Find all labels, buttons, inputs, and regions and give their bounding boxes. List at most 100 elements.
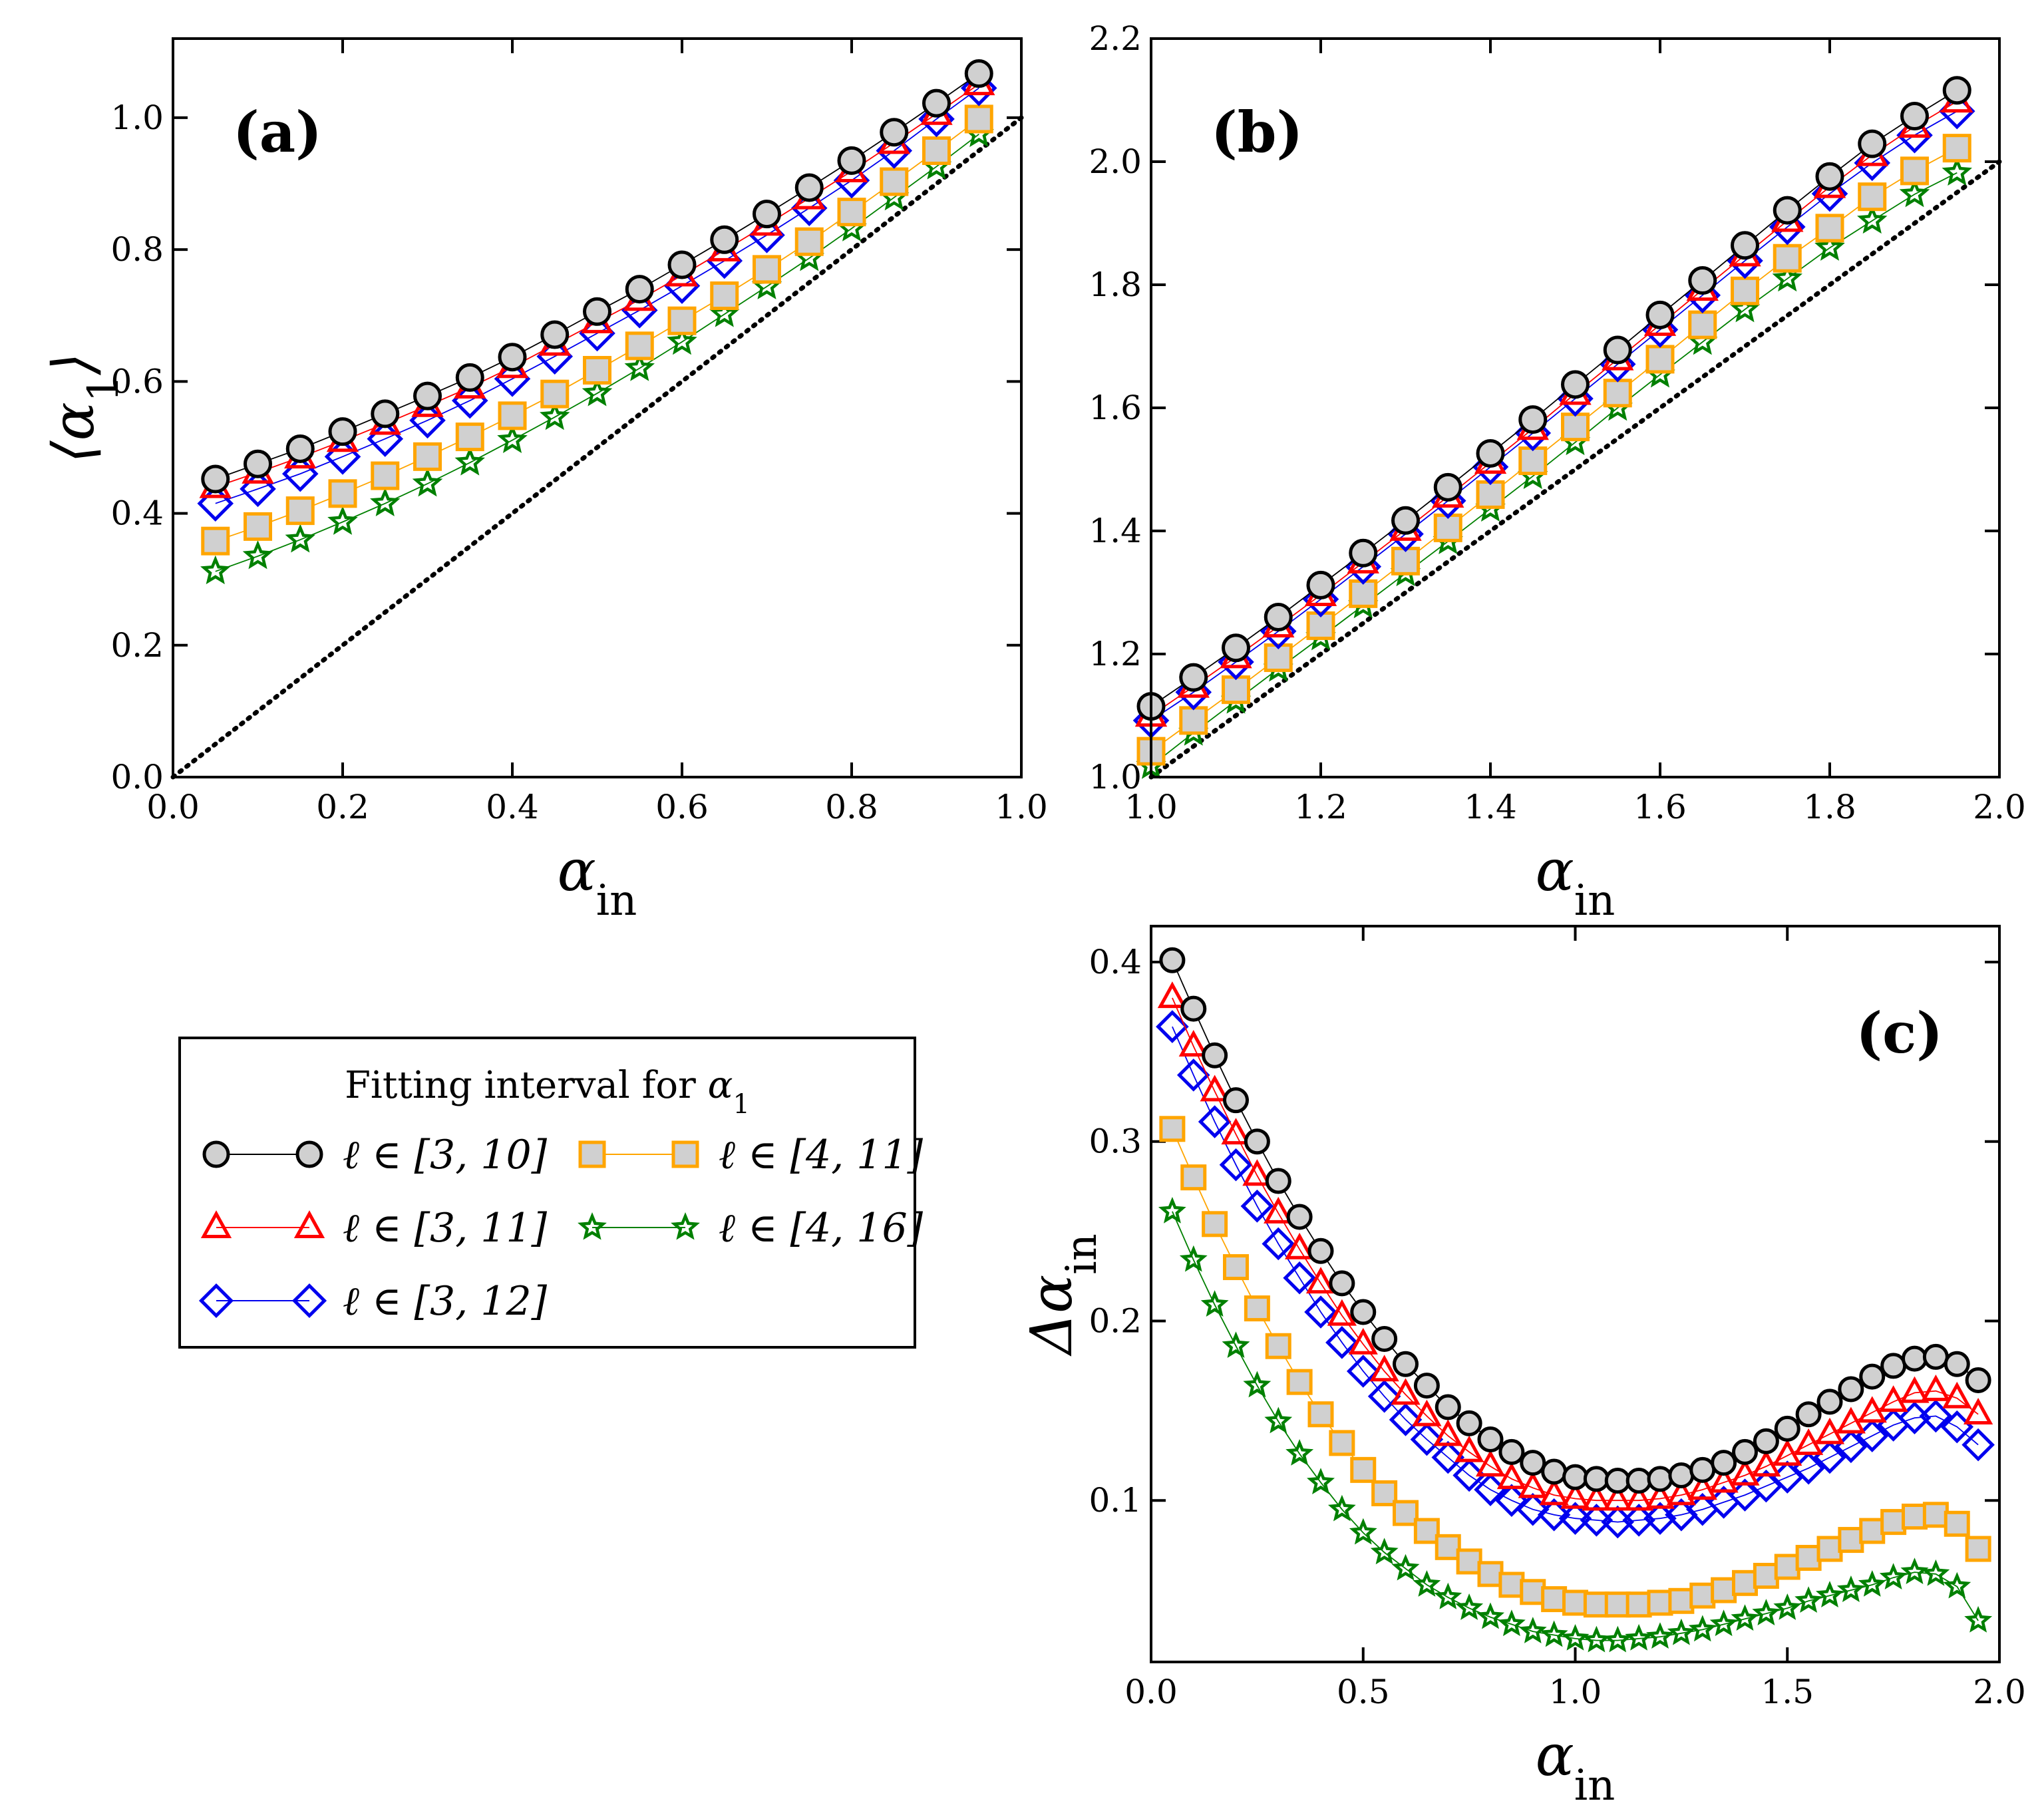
data-point — [1625, 1591, 1652, 1618]
data-point — [1647, 1466, 1673, 1492]
data-point — [1518, 1471, 1548, 1498]
data-point — [1769, 208, 1806, 246]
data-point — [1561, 412, 1590, 442]
y-tick-label: 1.8 — [1089, 265, 1142, 304]
series-square — [1136, 134, 1971, 766]
data-point — [667, 250, 697, 279]
data-point — [1900, 1376, 1930, 1403]
series-line — [215, 87, 979, 504]
data-point — [1456, 1410, 1482, 1436]
data-point — [1413, 1570, 1441, 1597]
data-point — [1815, 162, 1844, 191]
data-point — [1814, 1417, 1845, 1444]
data-point — [1731, 1604, 1759, 1631]
data-point — [837, 198, 866, 227]
x-tick-label: 0.4 — [486, 788, 539, 826]
x-tick-label: 0.0 — [146, 788, 200, 826]
y-axis-label-text: ⟨α1⟩ — [41, 353, 128, 463]
data-point — [1431, 1440, 1465, 1474]
data-point — [1604, 1625, 1632, 1653]
x-tick-label: 1.4 — [1464, 788, 1517, 826]
data-point — [1773, 196, 1802, 225]
data-point — [1349, 1518, 1377, 1545]
data-point — [880, 118, 909, 147]
x-tick-label: 1.8 — [1803, 788, 1856, 826]
data-point — [1475, 1450, 1506, 1477]
data-point — [1393, 1351, 1419, 1377]
data-point — [1921, 1374, 1951, 1401]
data-point — [1477, 1561, 1504, 1587]
y-axis-label: ⟨α1⟩ — [41, 353, 128, 463]
data-point — [540, 320, 570, 349]
data-point — [1286, 1369, 1313, 1395]
data-point — [498, 343, 527, 372]
data-point — [1729, 293, 1761, 323]
data-point — [244, 449, 272, 478]
y-tick-label: 0.8 — [110, 230, 164, 269]
data-point — [1541, 1458, 1568, 1485]
y-tick-label: 1.4 — [1089, 512, 1142, 550]
data-point — [1286, 1204, 1313, 1230]
data-point — [1727, 242, 1763, 279]
legend-entry: ℓ ∈ [3, 12] — [198, 1278, 548, 1325]
x-tick-label: 0.0 — [1124, 1673, 1178, 1711]
y-tick-label: 1.6 — [1089, 389, 1142, 427]
data-point — [1159, 947, 1186, 973]
legend-title-symbol: α — [708, 1064, 733, 1107]
series-square — [201, 104, 993, 556]
data-point — [1329, 1270, 1355, 1297]
data-point — [1202, 1042, 1228, 1069]
data-point — [497, 424, 528, 453]
series-line — [215, 133, 979, 572]
data-point — [1435, 1394, 1461, 1420]
data-point — [242, 540, 273, 570]
data-point — [1772, 262, 1802, 292]
data-point — [1391, 1378, 1421, 1405]
data-point — [1306, 570, 1335, 599]
data-point — [285, 496, 315, 526]
data-point — [1880, 1509, 1907, 1536]
x-axis-label-sub: in — [596, 876, 637, 925]
data-point — [1518, 405, 1548, 434]
data-point — [1794, 1586, 1823, 1613]
x-axis-label-main: α — [1536, 838, 1574, 904]
data-point — [1179, 706, 1208, 735]
data-point — [1346, 1355, 1380, 1388]
legend-marker — [293, 1210, 325, 1238]
y-tick-label: 2.2 — [1089, 19, 1142, 58]
data-point — [1413, 1373, 1440, 1399]
data-point — [583, 356, 611, 385]
panel-label: (a) — [233, 99, 322, 165]
data-point — [1838, 1376, 1864, 1402]
data-point — [1878, 1385, 1908, 1412]
data-point — [1624, 1484, 1654, 1511]
series-circle — [1136, 76, 1971, 721]
data-point — [1688, 1615, 1717, 1642]
x-axis-label-sub: in — [1574, 876, 1616, 925]
data-point — [753, 200, 781, 229]
data-point — [1560, 1482, 1590, 1509]
data-point — [1943, 1571, 1971, 1599]
y-tick-label: 0.4 — [110, 494, 164, 533]
y-tick-label: 0.0 — [110, 758, 164, 796]
data-point — [1795, 1401, 1822, 1428]
data-point — [1262, 1227, 1295, 1261]
data-point — [1961, 1428, 1995, 1462]
data-point — [1306, 1468, 1335, 1495]
data-point — [1264, 1196, 1293, 1224]
legend-label: ℓ ∈ [4, 11] — [719, 1132, 924, 1178]
data-point — [1858, 1570, 1886, 1597]
data-point — [1922, 1559, 1950, 1586]
x-tick-label: 0.2 — [316, 788, 369, 826]
data-point — [1348, 1327, 1378, 1355]
data-point — [1667, 1618, 1695, 1645]
reference-line — [1148, 159, 2002, 780]
y-tick-label: 0.4 — [1089, 943, 1142, 981]
data-point — [1520, 1450, 1546, 1476]
data-point — [1944, 1351, 1970, 1377]
data-point — [1476, 438, 1505, 468]
series-line — [215, 73, 979, 480]
legend-label: ℓ ∈ [4, 16] — [719, 1205, 924, 1251]
data-point — [583, 297, 611, 326]
